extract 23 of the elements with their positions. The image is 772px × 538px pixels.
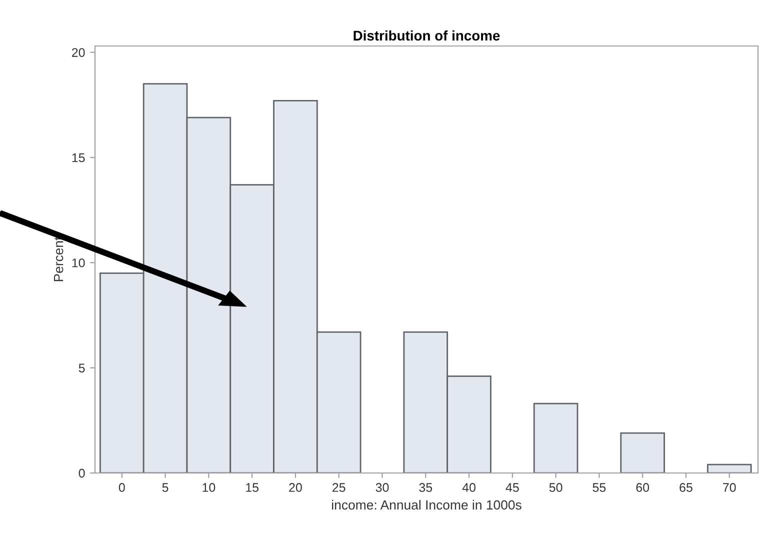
x-tick-label: 40: [462, 483, 476, 492]
x-tick-label: 50: [549, 483, 562, 492]
x-tick-label: 70: [723, 483, 736, 492]
x-tick-label: 45: [506, 483, 519, 492]
x-tick-label: 30: [376, 483, 389, 492]
y-tick-label: 15: [72, 153, 85, 162]
y-tick-label: 0: [78, 468, 85, 478]
x-tick-label: 0: [118, 483, 125, 492]
y-tick-label: 10: [72, 258, 85, 268]
chart-title: Distribution of income: [354, 30, 500, 41]
y-tick-label: 5: [78, 364, 85, 372]
x-tick-label: 15: [246, 483, 258, 492]
y-axis-title: Percent: [54, 236, 64, 282]
x-tick-label: 55: [592, 483, 606, 492]
x-tick-label: 5: [162, 483, 168, 492]
x-tick-label: 60: [636, 483, 650, 492]
x-tick-label: 20: [289, 483, 302, 492]
x-axis-title: income: Annual Income in 1000s: [332, 500, 522, 510]
y-tick-label: 20: [72, 48, 85, 57]
x-tick-label: 65: [680, 483, 692, 492]
x-tick-label: 10: [202, 483, 216, 492]
x-tick-label: 25: [332, 483, 346, 492]
x-tick-label: 35: [419, 483, 432, 492]
